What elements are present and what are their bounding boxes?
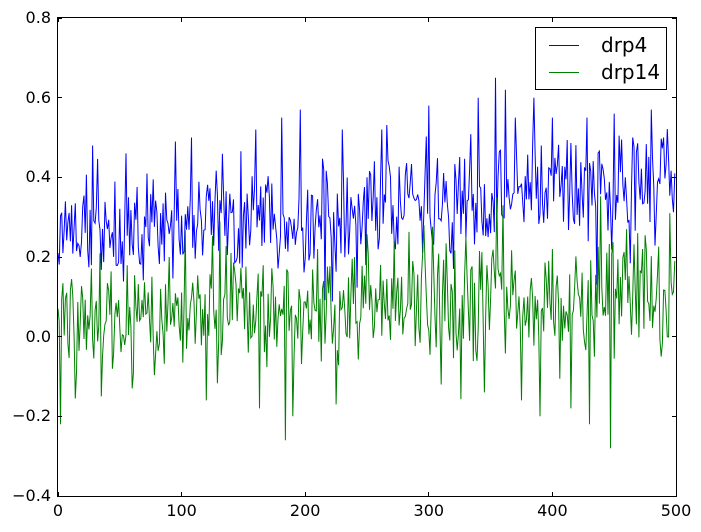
x-tick-mark — [181, 492, 183, 496]
x-tick-mark — [675, 18, 676, 22]
legend-label-drp14: drp14 — [601, 60, 661, 84]
y-tick-mark — [672, 97, 676, 99]
y-tick-mark — [672, 18, 676, 19]
legend: drp4 drp14 — [535, 27, 667, 90]
y-tick-mark — [672, 495, 676, 496]
y-tick-mark — [672, 256, 676, 258]
x-tick-mark — [675, 492, 676, 496]
x-tick-mark — [304, 18, 306, 22]
x-tick-mark — [58, 18, 59, 22]
legend-entry-drp14: drp14 — [549, 62, 666, 82]
y-tick-label: −0.2 — [12, 406, 51, 426]
y-tick-mark — [58, 495, 62, 496]
y-tick-mark — [58, 18, 62, 19]
legend-label-drp4: drp4 — [601, 33, 648, 57]
y-tick-label: 0.8 — [25, 8, 51, 27]
y-tick-label: 0.6 — [25, 87, 51, 107]
x-tick-mark — [551, 18, 553, 22]
x-tick-mark — [181, 18, 183, 22]
series-line-drp4 — [58, 77, 676, 302]
x-tick-label: 100 — [166, 501, 197, 520]
x-tick-mark — [428, 492, 430, 496]
axes — [57, 17, 677, 497]
x-tick-label: 200 — [289, 501, 321, 520]
plot-svg — [58, 77, 676, 449]
y-tick-mark — [58, 176, 62, 178]
y-tick-mark — [58, 415, 62, 417]
y-tick-mark — [672, 336, 676, 338]
x-tick-label: 0 — [52, 501, 64, 520]
series-line-drp14 — [58, 196, 676, 449]
y-tick-mark — [672, 176, 676, 178]
y-tick-mark — [672, 415, 676, 417]
y-tick-label: 0.4 — [25, 167, 51, 187]
y-tick-label: 0.2 — [25, 247, 51, 266]
y-tick-label: −0.4 — [12, 486, 51, 505]
y-tick-mark — [58, 336, 62, 338]
x-tick-mark — [58, 492, 59, 496]
y-tick-label: 0.0 — [25, 326, 51, 346]
y-tick-mark — [58, 97, 62, 99]
y-tick-mark — [58, 256, 62, 258]
legend-line-drp14 — [549, 71, 579, 73]
x-tick-label: 300 — [413, 501, 445, 520]
legend-line-drp4 — [549, 44, 579, 46]
x-tick-mark — [551, 492, 553, 496]
x-tick-label: 500 — [660, 501, 692, 520]
legend-entry-drp4: drp4 — [549, 35, 666, 55]
x-tick-mark — [304, 492, 306, 496]
x-tick-mark — [428, 18, 430, 22]
x-tick-label: 400 — [537, 501, 568, 520]
